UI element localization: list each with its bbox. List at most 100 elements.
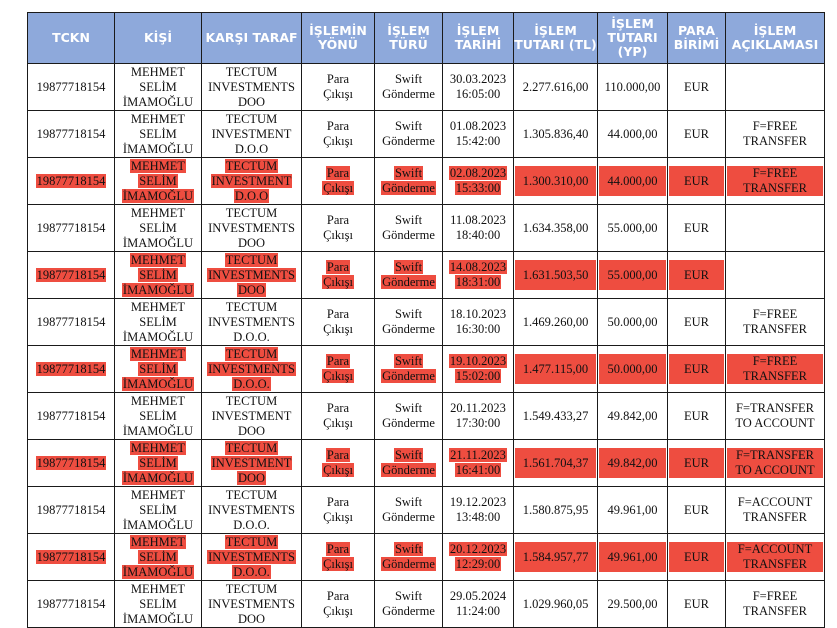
tur-cell-line: Gönderme	[381, 463, 436, 477]
kisi-cell-line: SELİM	[139, 502, 177, 517]
tarih-cell-line: 01.08.2023	[449, 119, 507, 133]
aciklama-line: F=ACCOUNT	[737, 495, 813, 509]
tckn-cell: 19877718154	[27, 63, 115, 111]
yon-cell-line: Para	[326, 72, 350, 86]
kisi-cell-line: İMAMOĞLU	[122, 423, 194, 438]
tur-cell: Swift Gönderme	[374, 298, 443, 346]
tutar-tl-cell: 1.580.875,95	[513, 486, 598, 534]
tutar-tl-cell-value: 1.469.260,00	[522, 314, 589, 329]
tutar-tl-cell: 1.549.433,27	[513, 392, 598, 440]
yon-cell: Para Çıkışı	[301, 392, 375, 440]
tutar-tl-cell: 1.029.960,05	[513, 580, 598, 628]
kisi-cell-line: MEHMET	[129, 158, 187, 173]
karsi-taraf-cell-line: INVESTMENTS	[208, 314, 295, 329]
transactions-table-wrapper: TCKN KİŞİ KARŞI TARAF İŞLEMİN YÖNÜ İŞLEM…	[27, 12, 825, 628]
tur-cell-line: Gönderme	[381, 369, 436, 383]
para-birimi-cell-value: EUR	[684, 455, 709, 470]
aciklama-cell: F=FREE TRANSFER	[725, 580, 825, 628]
kisi-cell: MEHMET SELİM İMAMOĞLU	[114, 157, 202, 205]
tur-cell-line: Swift	[394, 401, 423, 415]
karsi-taraf-cell: TECTUM INVESTMENTS D.O.O.	[201, 533, 302, 581]
para-birimi-cell-value: EUR	[684, 408, 709, 423]
aciklama-line: TRANSFER	[743, 369, 807, 383]
header-label: TCKN	[52, 30, 90, 45]
para-birimi-cell: EUR	[667, 533, 726, 581]
tutar-tl-cell: 2.277.616,00	[513, 63, 598, 111]
tur-cell-line: Swift	[394, 119, 423, 133]
tckn-cell: 19877718154	[27, 439, 115, 487]
tutar-yp-cell: 55.000,00	[597, 251, 668, 299]
header-islemin-yonu: İŞLEMİN YÖNÜ	[301, 12, 375, 64]
table-row-highlighted: 19877718154 MEHMET SELİM İMAMOĞLU TECTUM INVE…	[27, 345, 825, 393]
kisi-cell-line: İMAMOĞLU	[122, 141, 194, 156]
para-birimi-cell: EUR	[667, 392, 726, 440]
tckn-value: 19877718154	[35, 267, 107, 282]
karsi-taraf-cell-line: INVESTMENTS	[207, 361, 296, 376]
kisi-cell-line: MEHMET	[130, 205, 186, 220]
tur-cell-line: Gönderme	[382, 604, 435, 618]
header-tckn: TCKN	[27, 12, 115, 64]
yon-cell-line: Çıkışı	[323, 134, 353, 148]
tarih-cell-line: 02.08.2023	[448, 166, 508, 180]
yon-cell-line: Çıkışı	[322, 369, 354, 383]
kisi-cell-line: SELİM	[138, 455, 178, 470]
karsi-taraf-cell: TECTUM INVESTMENT D.O.O	[201, 157, 302, 205]
kisi-cell-line: SELİM	[138, 173, 178, 188]
tur-cell-line: Gönderme	[382, 510, 435, 524]
karsi-taraf-cell-line: TECTUM	[225, 299, 278, 314]
tutar-yp-cell-value: 49.961,00	[607, 549, 658, 564]
karsi-taraf-cell-line: INVESTMENT	[210, 173, 293, 188]
tarih-cell-line: 11:24:00	[456, 604, 500, 618]
tur-cell: Swift Gönderme	[374, 345, 443, 393]
kisi-cell-line: MEHMET	[129, 346, 187, 361]
tckn-value: 19877718154	[35, 173, 107, 188]
tckn-value: 19877718154	[36, 314, 106, 329]
tur-cell-line: Swift	[393, 166, 424, 180]
karsi-taraf-cell-line: INVESTMENTS	[208, 220, 295, 235]
table-header-row: TCKN KİŞİ KARŞI TARAF İŞLEMİN YÖNÜ İŞLEM…	[27, 12, 825, 64]
aciklama-cell	[725, 204, 825, 252]
tutar-tl-cell-value: 1.029.960,05	[522, 596, 589, 611]
aciklama-line: F=TRANSFER	[736, 401, 814, 415]
yon-cell-line: Para	[326, 589, 350, 603]
header-islem-aciklamasi: İŞLEM AÇIKLAMASI	[725, 12, 825, 64]
karsi-taraf-cell-line: INVESTMENT	[211, 126, 292, 141]
table-row: 19877718154 MEHMET SELİM İMAMOĞLU TECTUM INVE…	[27, 110, 825, 158]
yon-cell: Para Çıkışı	[301, 298, 375, 346]
tarih-cell: 19.12.2023 13:48:00	[442, 486, 514, 534]
tckn-cell: 19877718154	[27, 533, 115, 581]
tutar-tl-cell: 1.634.358,00	[513, 204, 598, 252]
tarih-cell-line: 17:30:00	[455, 416, 501, 430]
karsi-taraf-cell-line: TECTUM	[224, 440, 279, 455]
kisi-cell-line: İMAMOĞLU	[122, 517, 194, 532]
tckn-value: 19877718154	[36, 502, 106, 517]
kisi-cell-line: MEHMET	[129, 534, 187, 549]
tarih-cell-line: 18:40:00	[455, 228, 501, 242]
kisi-cell: MEHMET SELİM İMAMOĞLU	[114, 298, 202, 346]
para-birimi-cell: EUR	[667, 486, 726, 534]
tarih-cell-line: 15:02:00	[454, 369, 502, 383]
tutar-yp-cell-value: 55.000,00	[607, 267, 658, 282]
tarih-cell-line: 20.12.2023	[448, 542, 508, 556]
karsi-taraf-cell-line: TECTUM	[225, 581, 278, 596]
para-birimi-cell: EUR	[667, 204, 726, 252]
tarih-cell-line: 16:30:00	[455, 322, 501, 336]
karsi-taraf-cell-line: TECTUM	[225, 393, 278, 408]
kisi-cell-line: SELİM	[139, 126, 177, 141]
tur-cell: Swift Gönderme	[374, 204, 443, 252]
tarih-cell-line: 19.10.2023	[448, 354, 508, 368]
tckn-cell: 19877718154	[27, 204, 115, 252]
kisi-cell-line: MEHMET	[130, 581, 186, 596]
tckn-cell: 19877718154	[27, 251, 115, 299]
tckn-value: 19877718154	[35, 549, 107, 564]
yon-cell-line: Para	[326, 495, 350, 509]
tckn-value: 19877718154	[35, 361, 107, 376]
tutar-tl-cell-value: 1.631.503,50	[522, 267, 589, 282]
karsi-taraf-cell-line: INVESTMENTS	[207, 267, 296, 282]
aciklama-cell: F=FREE TRANSFER	[725, 298, 825, 346]
karsi-taraf-cell: TECTUM INVESTMENTS DOO	[201, 204, 302, 252]
para-birimi-cell-value: EUR	[684, 549, 709, 564]
tutar-tl-cell-value: 2.277.616,00	[522, 79, 589, 94]
tur-cell-line: Swift	[394, 495, 423, 509]
kisi-cell-line: MEHMET	[129, 440, 187, 455]
